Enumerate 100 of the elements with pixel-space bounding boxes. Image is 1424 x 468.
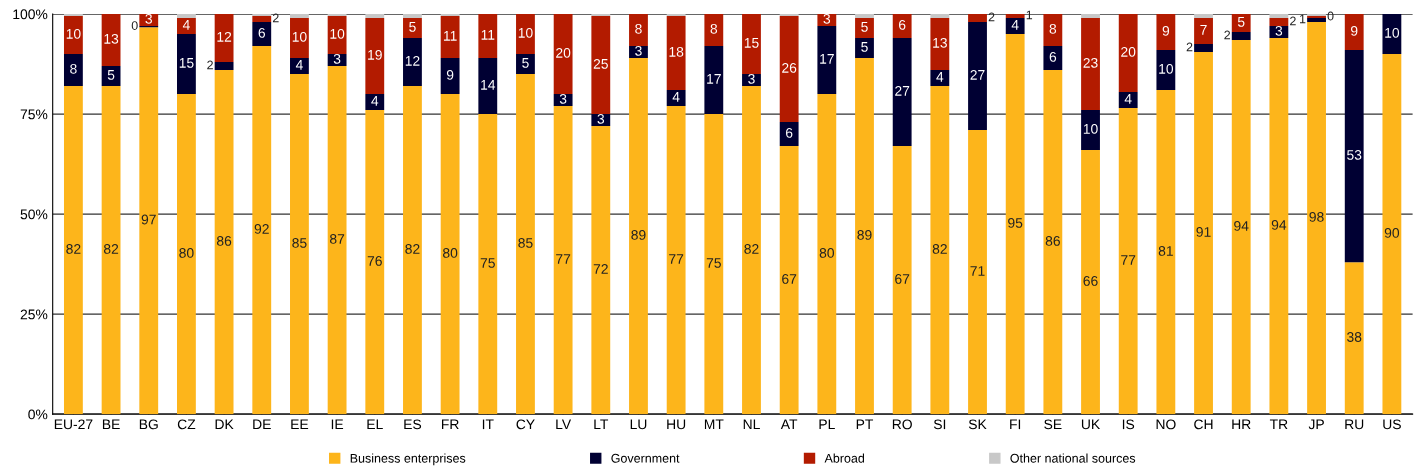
bar <box>1156 50 1176 91</box>
data-label: 6 <box>899 19 906 30</box>
legend-label: Other national sources <box>1010 453 1136 463</box>
bar <box>817 94 837 415</box>
bar <box>63 54 83 87</box>
data-label: 14 <box>481 80 496 90</box>
x-tick-label: HU <box>667 419 686 430</box>
x-tick-label: IT <box>482 419 494 430</box>
bar <box>930 18 950 71</box>
bar <box>440 58 460 95</box>
data-label: 8 <box>1049 23 1057 34</box>
data-label: 3 <box>145 13 152 24</box>
bar <box>553 14 573 95</box>
x-tick-label: LU <box>630 419 647 430</box>
bar <box>440 14 460 17</box>
x-tick-label: BG <box>139 419 158 430</box>
data-label: 9 <box>1162 25 1170 36</box>
data-label: 2 <box>272 13 279 23</box>
bar <box>1382 14 1402 55</box>
x-tick-label: RU <box>1345 419 1364 430</box>
data-label: 11 <box>481 30 495 40</box>
bar <box>101 14 121 67</box>
bar <box>63 16 83 55</box>
data-label: 77 <box>669 254 684 264</box>
bar <box>817 14 837 27</box>
bar <box>290 18 309 59</box>
bar <box>779 122 799 147</box>
data-label: 95 <box>1008 218 1023 228</box>
data-label: 82 <box>932 244 947 254</box>
legend-label: Business enterprises <box>350 453 466 466</box>
bar <box>1081 14 1100 19</box>
data-label: 5 <box>107 70 115 80</box>
bar <box>290 14 309 19</box>
data-label: 3 <box>823 13 831 24</box>
bar <box>1344 50 1364 263</box>
bar <box>139 27 159 415</box>
data-label: 77 <box>556 254 571 264</box>
data-label: 6 <box>1049 51 1057 62</box>
data-label: 11 <box>443 31 457 41</box>
bar <box>1081 150 1100 415</box>
bar <box>629 58 648 415</box>
x-tick-label: LT <box>594 419 609 430</box>
bar <box>968 14 987 23</box>
data-label: 82 <box>744 244 759 254</box>
data-label: 90 <box>1384 228 1400 238</box>
data-label: 13 <box>933 37 947 48</box>
bar <box>365 18 385 95</box>
data-label: 4 <box>295 60 303 70</box>
bar <box>666 16 686 91</box>
bar <box>327 66 347 415</box>
data-label: 2 <box>988 12 995 22</box>
x-tick-label: CZ <box>177 419 196 430</box>
data-label: 80 <box>179 248 194 258</box>
bar <box>440 16 460 59</box>
bar <box>403 18 422 39</box>
data-label: 71 <box>970 266 985 276</box>
bar <box>855 14 874 19</box>
data-label: 76 <box>367 256 382 266</box>
bar <box>930 14 950 19</box>
bar <box>1118 92 1138 109</box>
bar <box>252 16 272 23</box>
x-tick-label: LV <box>556 419 572 430</box>
data-label: 4 <box>182 20 190 30</box>
bar <box>478 14 498 59</box>
y-tick-label: 0% <box>28 409 48 420</box>
data-label: 82 <box>405 244 420 254</box>
bar <box>63 86 83 415</box>
bar <box>553 94 573 107</box>
bar <box>177 94 196 415</box>
bar <box>177 18 196 35</box>
data-label: 38 <box>1347 332 1362 342</box>
bar <box>855 38 874 59</box>
data-label: 25 <box>593 58 608 69</box>
x-tick-label: CH <box>1194 419 1213 430</box>
data-label: 4 <box>1124 94 1132 104</box>
bar <box>817 26 837 95</box>
bar <box>403 38 422 87</box>
data-label: 13 <box>104 33 119 44</box>
bar <box>252 14 272 17</box>
bar <box>139 14 159 27</box>
x-tick-label: MT <box>704 419 724 430</box>
x-tick-label: NL <box>743 419 760 430</box>
x-tick-label: HR <box>1232 419 1251 430</box>
x-tick-label: BE <box>102 419 120 430</box>
x-tick-label: ES <box>404 419 422 430</box>
data-label: 10 <box>330 28 345 39</box>
bar <box>101 86 121 415</box>
bar <box>1194 52 1213 415</box>
bar <box>1043 70 1063 415</box>
bar <box>516 74 535 415</box>
bar <box>1156 14 1176 51</box>
data-label: 10 <box>1385 27 1400 38</box>
bar <box>1269 18 1289 27</box>
x-tick-label: FR <box>442 419 459 430</box>
bar <box>1194 44 1213 53</box>
bar <box>403 86 422 415</box>
data-label: 9 <box>1351 25 1358 36</box>
bar <box>892 14 912 39</box>
x-tick-label: RO <box>892 419 912 430</box>
bar <box>930 70 950 87</box>
